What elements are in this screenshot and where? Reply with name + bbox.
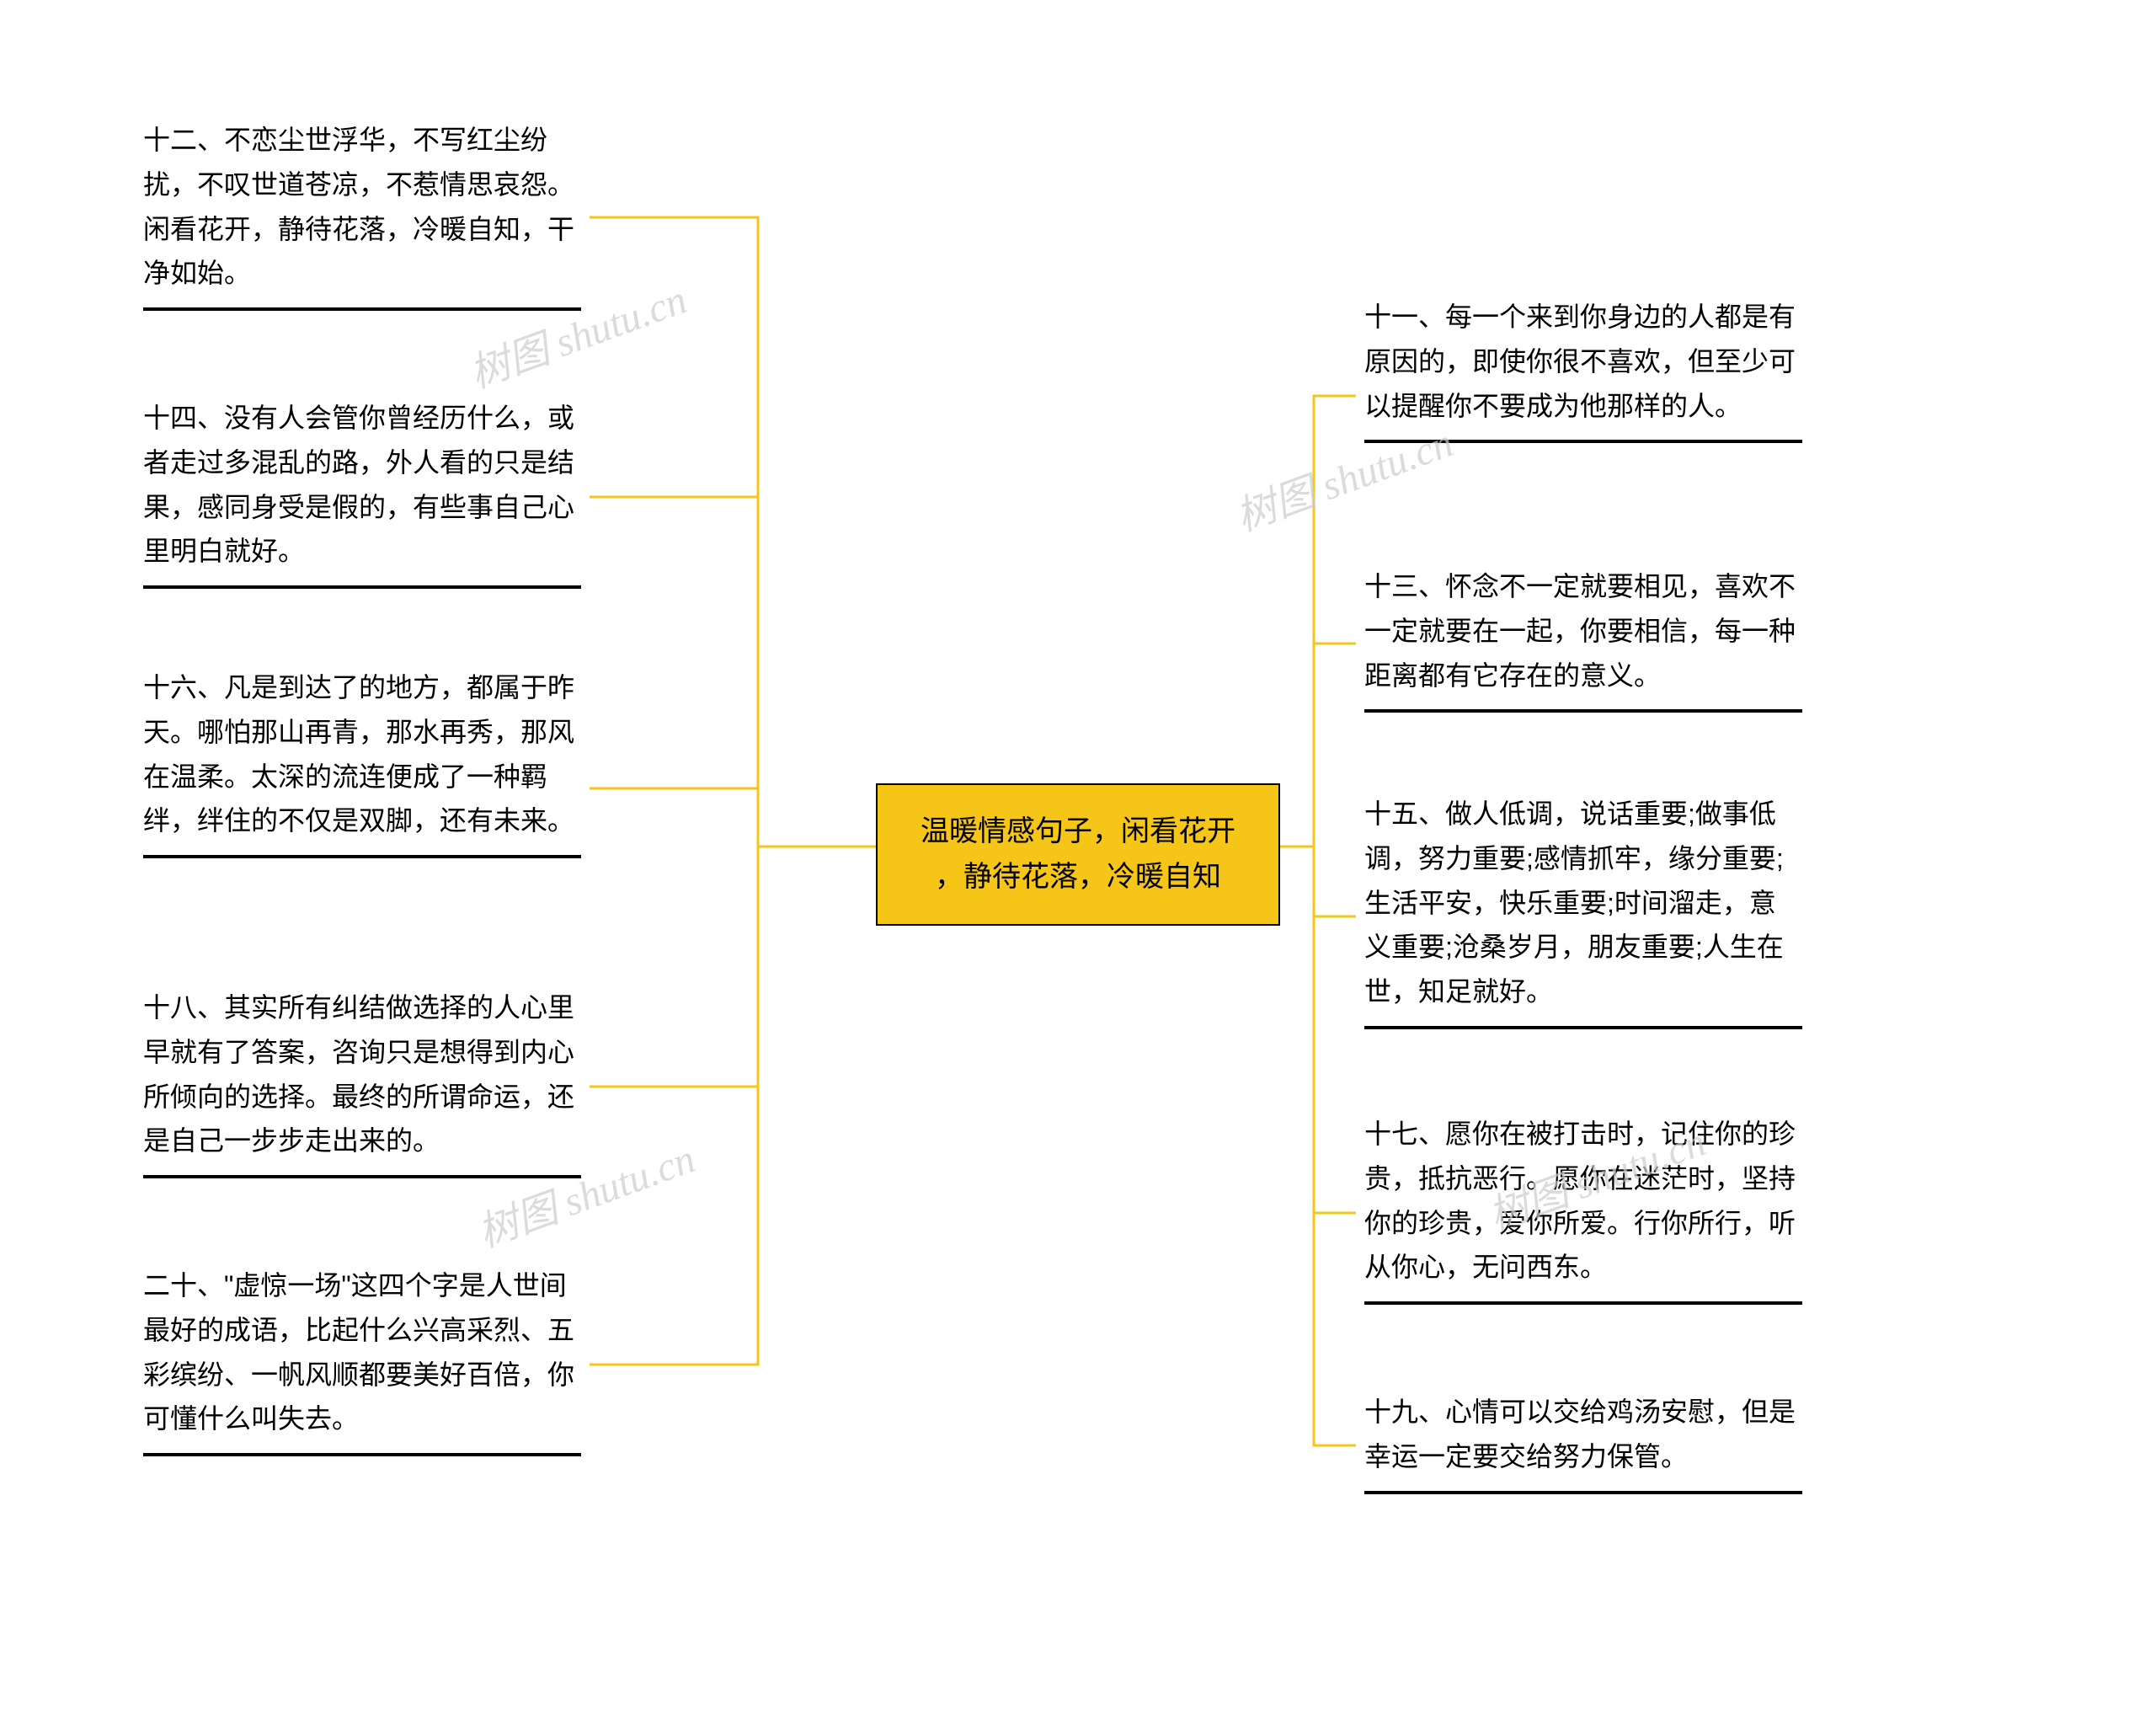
leaf-right-13[interactable]: 十三、怀念不一定就要相见，喜欢不一定就要在一起，你要相信，每一种距离都有它存在的…: [1364, 564, 1802, 713]
leaf-right-17[interactable]: 十七、愿你在被打击时，记住你的珍贵，抵抗恶行。愿你在迷茫时，坚持你的珍贵，爱你所…: [1364, 1112, 1802, 1305]
leaf-left-14[interactable]: 十四、没有人会管你曾经历什么，或者走过多混乱的路，外人看的只是结果，感同身受是假…: [143, 396, 581, 589]
leaf-right-19[interactable]: 十九、心情可以交给鸡汤安慰，但是幸运一定要交给努力保管。: [1364, 1390, 1802, 1494]
leaf-left-12[interactable]: 十二、不恋尘世浮华，不写红尘纷扰，不叹世道苍凉，不惹情思哀怨。闲看花开，静待花落…: [143, 118, 581, 311]
leaf-left-18[interactable]: 十八、其实所有纠结做选择的人心里早就有了答案，咨询只是想得到内心所倾向的选择。最…: [143, 986, 581, 1178]
mindmap-canvas: 温暖情感句子，闲看花开 ，静待花落，冷暖自知 十二、不恋尘世浮华，不写红尘纷扰，…: [0, 0, 2156, 1720]
leaf-left-16[interactable]: 十六、凡是到达了的地方，都属于昨天。哪怕那山再青，那水再秀，那风在温柔。太深的流…: [143, 665, 581, 858]
leaf-left-20[interactable]: 二十、"虚惊一场"这四个字是人世间最好的成语，比起什么兴高采烈、五彩缤纷、一帆风…: [143, 1263, 581, 1456]
leaf-right-11[interactable]: 十一、每一个来到你身边的人都是有原因的，即使你很不喜欢，但至少可以提醒你不要成为…: [1364, 295, 1802, 443]
leaf-right-15[interactable]: 十五、做人低调，说话重要;做事低调，努力重要;感情抓牢，缘分重要;生活平安，快乐…: [1364, 792, 1802, 1029]
center-topic[interactable]: 温暖情感句子，闲看花开 ，静待花落，冷暖自知: [876, 783, 1280, 926]
